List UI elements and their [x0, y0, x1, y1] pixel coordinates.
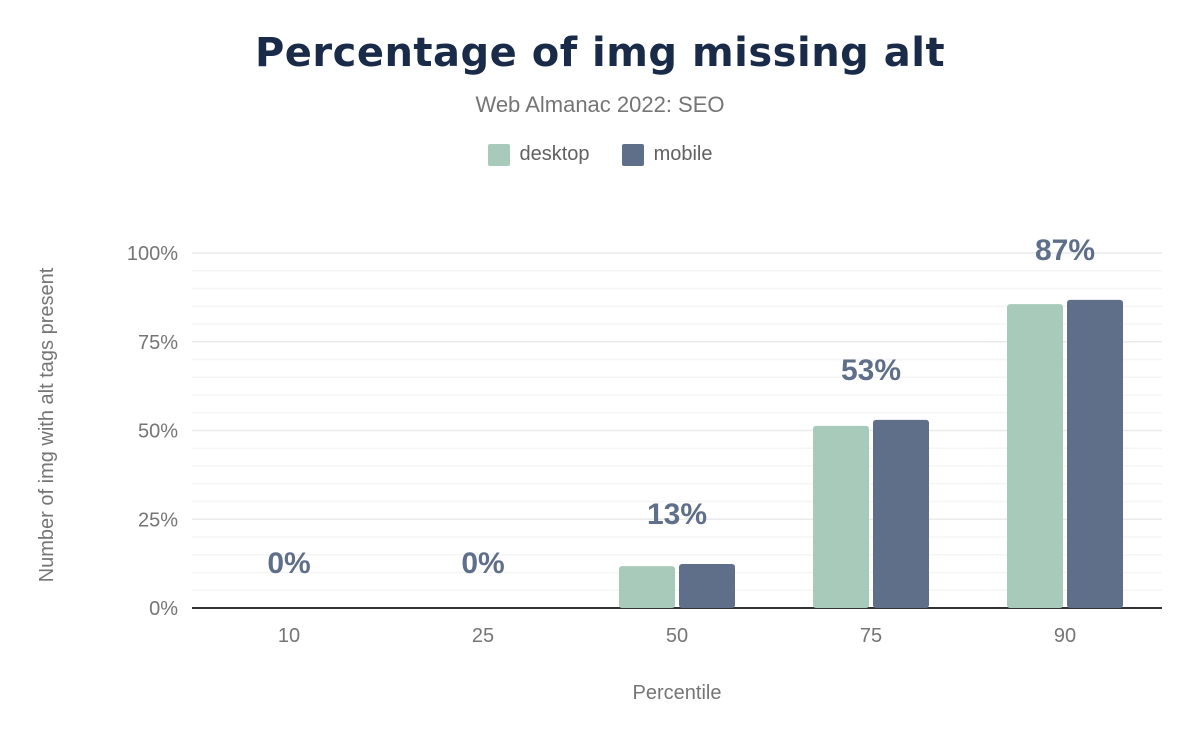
legend-swatch-desktop — [487, 143, 510, 166]
legend-label-mobile: mobile — [653, 143, 713, 165]
y-tick-label: 50% — [138, 421, 178, 443]
y-axis-title: Number of img with alt tags present — [36, 267, 58, 582]
bar-mobile-75 — [873, 419, 929, 608]
x-tick-label: 10 — [278, 625, 300, 647]
x-tick-label: 25 — [472, 625, 494, 647]
data-label: 0% — [461, 547, 504, 580]
bar-desktop-90 — [1007, 304, 1063, 608]
data-label: 13% — [647, 498, 707, 531]
y-tick-label: 0% — [149, 598, 178, 620]
x-tick-label: 75 — [860, 625, 882, 647]
x-tick-label: 90 — [1054, 625, 1076, 647]
bar-desktop-75 — [813, 425, 869, 608]
legend-swatch-mobile — [621, 143, 644, 166]
bar-mobile-50 — [679, 563, 735, 608]
y-tick-label: 25% — [138, 509, 178, 531]
legend-label-desktop: desktop — [519, 143, 590, 165]
data-label: 0% — [267, 547, 310, 580]
chart-title: Percentage of img missing alt — [254, 30, 946, 76]
legend-item-desktop[interactable]: desktop — [487, 143, 590, 166]
x-tick-label: 50 — [666, 625, 688, 647]
y-tick-label: 75% — [138, 332, 178, 354]
chart-subtitle: Web Almanac 2022: SEO — [475, 92, 725, 117]
legend: desktop mobile — [0, 143, 1200, 166]
data-label: 53% — [841, 354, 901, 387]
y-tick-label: 100% — [127, 243, 178, 265]
data-label: 87% — [1035, 234, 1095, 267]
legend-item-mobile[interactable]: mobile — [621, 143, 713, 166]
bar-mobile-90 — [1067, 299, 1123, 608]
bar-desktop-50 — [619, 566, 675, 608]
x-axis-title: Percentile — [633, 682, 722, 704]
